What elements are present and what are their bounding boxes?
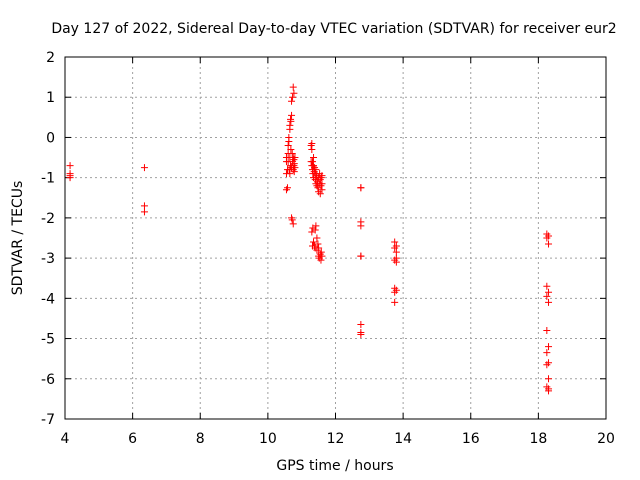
y-tick-label: -5: [41, 332, 55, 348]
data-point: [312, 166, 320, 174]
data-point: [311, 226, 319, 234]
data-point: [66, 162, 74, 170]
data-point: [392, 258, 400, 266]
data-point: [289, 93, 297, 101]
y-tick-label: 2: [46, 50, 55, 66]
y-tick-label: -3: [41, 251, 55, 267]
data-point: [357, 252, 365, 260]
data-point: [289, 220, 297, 228]
data-point: [288, 150, 296, 158]
y-tick-label: -4: [41, 291, 55, 307]
data-point: [357, 320, 365, 328]
data-point: [317, 248, 325, 256]
data-point: [314, 240, 322, 248]
data-point: [140, 202, 148, 210]
data-point: [545, 232, 553, 240]
data-point: [140, 208, 148, 216]
data-point: [391, 238, 399, 246]
x-tick-label: 14: [394, 431, 412, 447]
y-tick-label: -2: [41, 211, 55, 227]
data-point: [357, 222, 365, 230]
data-point: [392, 242, 400, 250]
data-point: [545, 375, 553, 383]
data-point: [288, 111, 296, 119]
data-point: [310, 154, 318, 162]
data-point: [140, 164, 148, 172]
x-tick-label: 12: [327, 431, 345, 447]
x-tick-label: 20: [597, 431, 615, 447]
data-points: [66, 83, 553, 395]
chart-title: Day 127 of 2022, Sidereal Day-to-day VTE…: [51, 21, 616, 37]
data-point: [545, 298, 553, 306]
data-point: [545, 240, 553, 248]
x-tick-label: 8: [196, 431, 205, 447]
data-point: [316, 190, 324, 198]
data-point: [313, 234, 321, 242]
data-point: [309, 242, 317, 250]
data-point: [308, 146, 316, 154]
data-point: [289, 83, 297, 91]
data-point: [312, 222, 320, 230]
x-tick-label: 10: [259, 431, 277, 447]
data-point: [288, 97, 296, 105]
data-point: [318, 172, 326, 180]
y-tick-label: -7: [41, 412, 55, 428]
data-point: [543, 292, 551, 300]
y-tick-label: 1: [46, 90, 55, 106]
data-point: [315, 244, 323, 252]
data-point: [308, 139, 316, 147]
data-point: [286, 170, 294, 178]
data-point: [357, 331, 365, 339]
data-point: [284, 141, 292, 149]
data-point: [318, 186, 326, 194]
data-point: [287, 117, 295, 125]
data-point: [543, 327, 551, 335]
grid-lines: [65, 57, 606, 419]
data-point: [543, 282, 551, 290]
x-tick-label: 16: [462, 431, 480, 447]
y-tick-label: 0: [46, 130, 55, 146]
x-tick-label: 4: [61, 431, 70, 447]
data-point: [318, 252, 326, 260]
data-point: [288, 216, 296, 224]
x-tick-label: 6: [128, 431, 137, 447]
data-point: [317, 256, 325, 264]
data-point: [287, 146, 295, 154]
data-point: [545, 288, 553, 296]
x-axis-label: GPS time / hours: [276, 458, 393, 474]
data-point: [545, 385, 553, 393]
data-point: [391, 288, 399, 296]
axis-ticks: [64, 56, 607, 420]
data-point: [543, 349, 551, 357]
data-point: [545, 343, 553, 351]
data-point: [290, 89, 298, 97]
y-tick-label: -1: [41, 171, 55, 187]
plot-frame: [64, 56, 607, 420]
data-point: [318, 180, 326, 188]
y-axis-label: SDTVAR / TECUs: [10, 181, 26, 296]
data-point: [290, 168, 298, 176]
data-point: [310, 238, 318, 246]
data-point: [357, 184, 365, 192]
data-point: [291, 164, 299, 172]
y-tick-label: -6: [41, 372, 55, 388]
data-point: [285, 137, 293, 145]
data-point: [291, 154, 299, 162]
data-point: [543, 361, 551, 369]
data-point: [391, 298, 399, 306]
x-tick-label: 18: [529, 431, 547, 447]
data-point: [66, 172, 74, 180]
data-point: [392, 248, 400, 256]
data-point: [309, 158, 317, 166]
data-point: [290, 160, 298, 168]
data-point: [283, 184, 291, 192]
data-point: [286, 125, 294, 133]
